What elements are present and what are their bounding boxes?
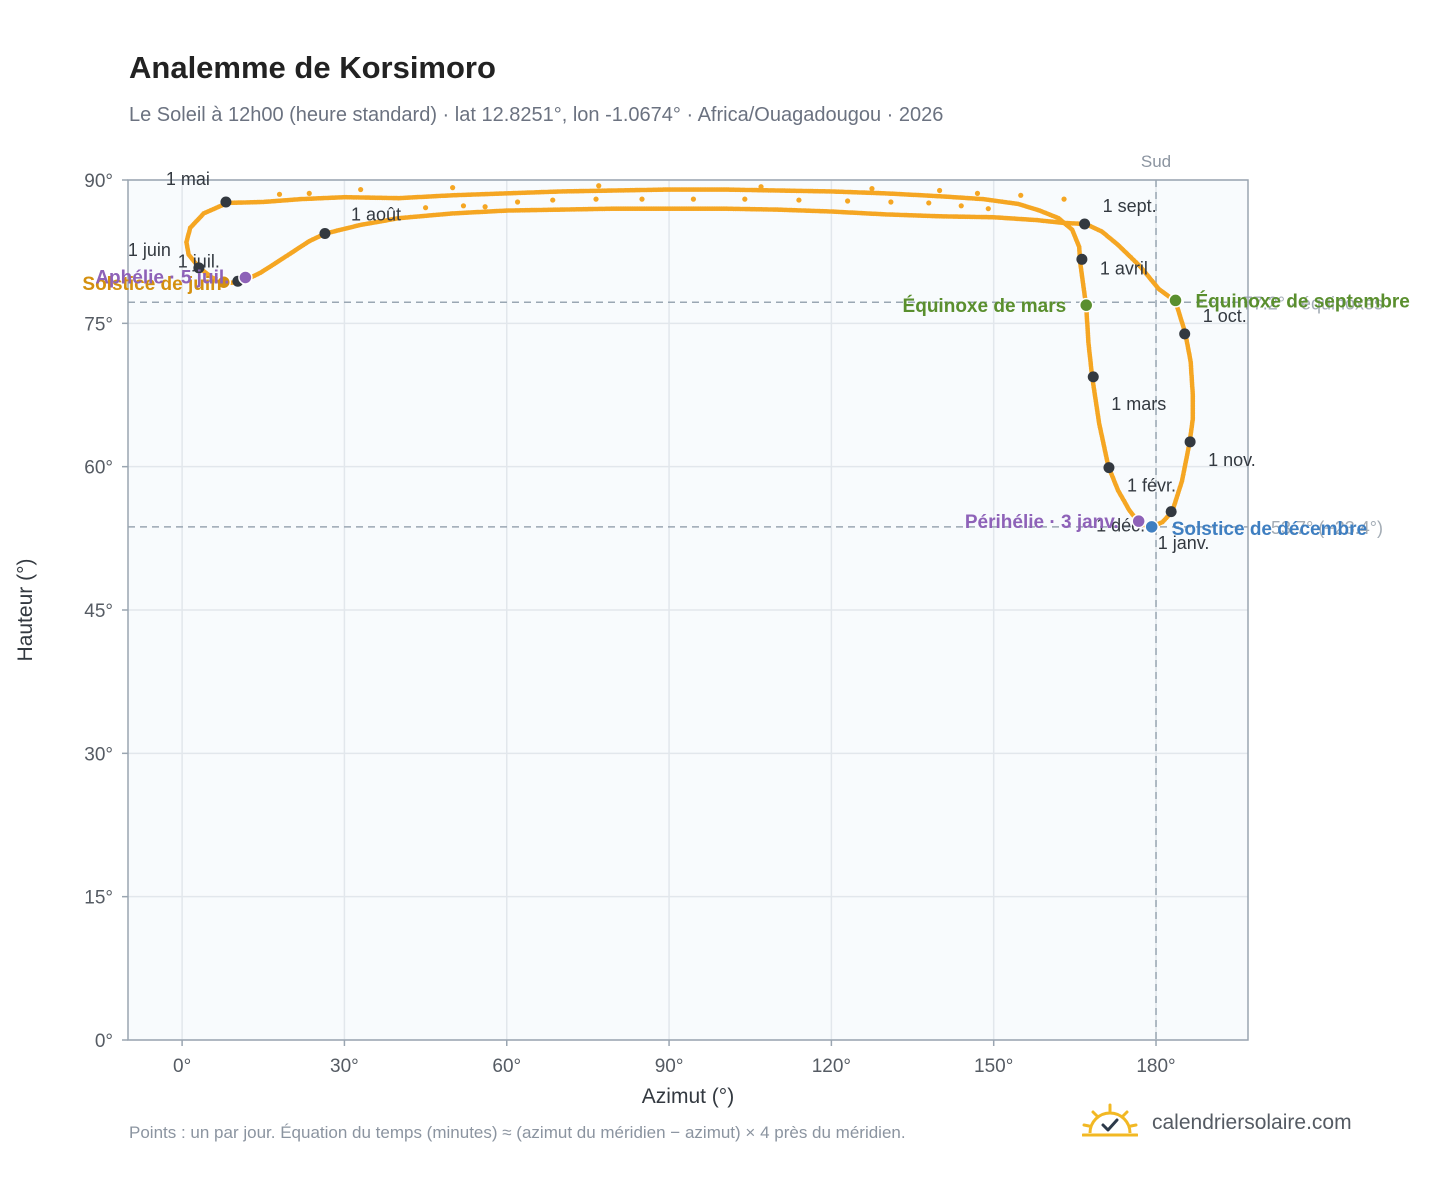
analemma-dot [460, 203, 467, 209]
x-tick-label: 0° [173, 1056, 191, 1077]
chart-title: Analemme de Korsimoro [129, 50, 496, 85]
reference-altitude-label: 53.7° (−23.4°) [1271, 518, 1383, 538]
analemma-dot [422, 205, 429, 211]
analemma-dot [596, 183, 602, 189]
month-marker-label: 1 janv. [1158, 533, 1210, 553]
reference-altitude-label: 77.2° · équinoxes [1243, 293, 1383, 313]
month-marker [1079, 218, 1091, 230]
analemma-dot [550, 197, 556, 203]
analemma-dot [845, 198, 851, 204]
y-tick-label: 30° [84, 744, 113, 765]
x-tick-label: 90° [655, 1056, 684, 1077]
month-marker [1184, 436, 1196, 448]
event-label: Solstice de décembre [1172, 519, 1367, 540]
month-marker [220, 196, 232, 208]
analemma-dot [690, 196, 697, 202]
analemma-dot [888, 199, 894, 205]
analemma-dot [926, 200, 932, 206]
axis-ticks: 0° 30° 60° 90° 120° 150° 180° 0° 15° 30° 45° 60° 75°… [84, 171, 1175, 1077]
month-marker-label: 1 avril [1100, 258, 1148, 278]
event-marker [1168, 293, 1183, 308]
month-marker-label: 1 mai [166, 169, 210, 189]
analemma-dot [1018, 192, 1024, 198]
event-label: Équinoxe de septembre [1195, 290, 1409, 312]
analemma-dot [985, 206, 991, 212]
analemma-dot [639, 196, 645, 202]
event-label: Solstice de juin [82, 274, 221, 295]
month-markers: 1 janv. 1 févr. 1 mars 1 avril 1 mai 1 juin 1 … [128, 169, 1256, 553]
analemma-dot [758, 184, 764, 190]
event-markers: Équinoxe de mars Équinoxe de septembre Sol… [82, 267, 1409, 539]
chart-subtitle: Le Soleil à 12h00 (heure standard) · lat… [129, 104, 944, 126]
month-marker-label: 1 nov. [1208, 450, 1256, 470]
analemma-dot [1061, 196, 1067, 202]
x-tick-label: 30° [330, 1056, 359, 1077]
analemma-dot [514, 199, 521, 205]
brand[interactable]: calendriersolaire.com [1082, 1103, 1352, 1143]
analemma-dot [593, 196, 599, 202]
south-label: Sud [1141, 152, 1171, 171]
x-tick-label: 180° [1136, 1056, 1175, 1077]
month-marker [319, 228, 331, 240]
month-marker-label: 1 août [351, 205, 401, 225]
analemma-dot [276, 191, 283, 197]
analemma-dot [482, 204, 488, 210]
x-tick-label: 120° [812, 1056, 851, 1077]
month-marker [1087, 371, 1099, 383]
month-marker-label: 1 juil. [178, 251, 220, 271]
event-marker [238, 270, 253, 285]
month-marker [193, 262, 205, 274]
y-tick-label: 90° [84, 171, 113, 192]
event-label: Équinoxe de mars [903, 295, 1067, 317]
y-tick-label: 15° [84, 888, 113, 909]
analemma-dot [936, 187, 943, 194]
month-marker [1103, 462, 1115, 474]
analemma-dot [869, 186, 875, 192]
x-tick-label: 150° [974, 1056, 1013, 1077]
event-label: Aphélie · 5 juil. [95, 267, 229, 288]
x-tick-label: 60° [492, 1056, 521, 1077]
y-tick-label: 45° [84, 601, 113, 622]
analemma-dot [358, 186, 364, 193]
event-marker [1078, 297, 1094, 313]
brand-name: calendriersolaire.com [1152, 1111, 1352, 1134]
month-marker-label: 1 oct. [1203, 306, 1247, 326]
event-marker [216, 274, 232, 290]
month-marker-label: 1 mars [1111, 394, 1166, 414]
analemma-dot [306, 190, 312, 196]
event-marker [1144, 519, 1159, 535]
reference-lines: Sud 77.2° · équinoxes 53.7° (−23.4°) [128, 152, 1383, 1040]
analemma-dot [958, 203, 964, 209]
month-marker-label: 1 sept. [1103, 196, 1157, 216]
month-marker [1179, 328, 1191, 340]
y-tick-label: 60° [84, 458, 113, 479]
footnote: Points : un par jour. Équation du temps … [129, 1123, 906, 1142]
grid-lines [128, 179, 1248, 1041]
month-marker-label: 1 févr. [1127, 476, 1176, 496]
event-marker [1131, 513, 1146, 529]
y-axis-label: Hauteur (°) [14, 559, 37, 662]
analemma-dot [796, 197, 802, 203]
month-marker [1076, 253, 1088, 265]
event-label: Périhélie · 3 janv. [965, 512, 1119, 533]
sun-check-logo-icon [1082, 1103, 1138, 1137]
x-axis-label: Azimut (°) [642, 1085, 734, 1108]
month-marker-label: 1 juin [128, 240, 171, 260]
analemma-dot [742, 196, 748, 202]
y-tick-label: 75° [84, 314, 113, 335]
y-tick-label: 0° [95, 1031, 113, 1052]
analemma-dot [974, 190, 981, 196]
analemma-dot [450, 185, 456, 191]
month-marker [1165, 506, 1177, 518]
